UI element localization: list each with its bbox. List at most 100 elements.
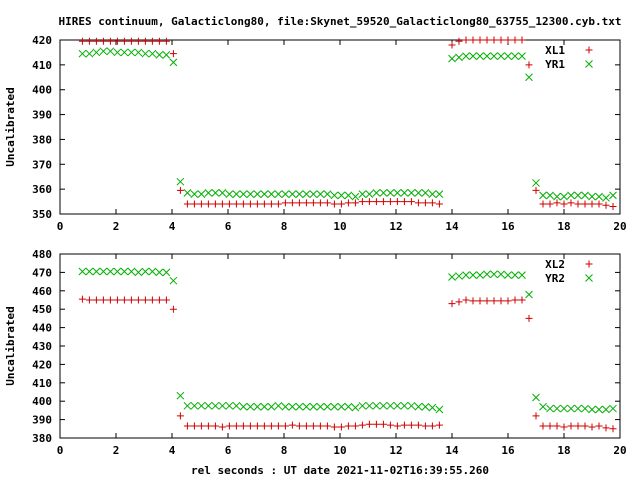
data-point	[190, 401, 199, 410]
data-point	[365, 420, 373, 428]
data-point	[407, 401, 416, 410]
data-point	[113, 48, 122, 57]
data-point	[581, 422, 589, 430]
data-point	[85, 296, 93, 304]
data-point	[78, 295, 86, 303]
data-point	[539, 191, 547, 200]
data-point	[532, 179, 540, 187]
data-point	[239, 200, 247, 208]
data-point	[155, 37, 163, 45]
x-tick-label: 18	[557, 444, 570, 457]
data-point	[400, 401, 409, 410]
data-point	[120, 296, 128, 304]
data-point	[281, 422, 289, 430]
data-point	[148, 267, 157, 276]
data-point	[99, 267, 108, 276]
data-point	[414, 189, 423, 197]
legend-marker	[585, 260, 593, 268]
y-tick-label: 440	[32, 322, 52, 335]
data-point	[393, 189, 402, 197]
data-point	[78, 267, 87, 276]
data-point	[609, 404, 617, 413]
data-point	[274, 200, 282, 208]
data-point	[421, 402, 430, 411]
data-point	[295, 190, 304, 198]
data-point	[567, 422, 575, 430]
data-point	[518, 296, 526, 304]
data-point	[225, 422, 233, 430]
data-point	[253, 402, 262, 411]
legend-marker	[585, 60, 593, 68]
data-point	[574, 422, 582, 430]
data-point	[581, 200, 589, 208]
data-point	[400, 421, 408, 429]
x-tick-label: 20	[613, 444, 626, 457]
data-point	[525, 73, 533, 82]
data-point	[511, 271, 519, 280]
y-tick-label: 450	[32, 303, 52, 316]
data-point	[106, 296, 114, 304]
data-point	[365, 401, 374, 410]
data-point	[162, 37, 170, 45]
data-point	[239, 422, 247, 430]
data-point	[253, 190, 262, 198]
data-point	[483, 297, 491, 305]
data-point	[546, 404, 554, 413]
data-point	[162, 268, 171, 277]
data-point	[267, 190, 276, 198]
data-point	[316, 422, 324, 430]
data-point	[393, 401, 402, 410]
data-point	[99, 296, 107, 304]
data-point	[344, 422, 352, 430]
data-point	[246, 402, 255, 411]
x-tick-label: 6	[225, 444, 232, 457]
data-point	[323, 190, 332, 198]
data-point	[225, 190, 234, 198]
data-point	[120, 48, 129, 57]
data-point	[407, 421, 415, 429]
y-tick-label: 360	[32, 183, 52, 196]
data-point	[372, 198, 380, 206]
data-point	[476, 297, 484, 305]
data-point	[148, 296, 156, 304]
data-point	[435, 421, 443, 429]
data-point	[372, 401, 381, 410]
data-point	[539, 402, 547, 411]
data-point	[532, 186, 540, 194]
data-point	[574, 404, 582, 413]
data-point	[218, 423, 226, 431]
data-point	[295, 402, 304, 411]
x-tick-label: 4	[169, 220, 176, 233]
data-point	[99, 37, 107, 45]
data-point	[204, 189, 213, 197]
data-point	[288, 402, 297, 411]
data-point	[337, 402, 346, 411]
data-point	[309, 190, 318, 198]
x-tick-label: 10	[333, 444, 346, 457]
data-point	[574, 200, 582, 208]
data-point	[162, 51, 171, 59]
data-point	[169, 58, 178, 67]
data-point	[595, 192, 603, 201]
data-point	[379, 401, 388, 410]
data-point	[85, 267, 94, 276]
data-point	[518, 36, 526, 44]
data-point	[183, 422, 191, 430]
series-yr1	[78, 47, 617, 202]
plot-frame	[59, 253, 621, 439]
legend-label: YR2	[545, 272, 565, 285]
data-point	[455, 53, 463, 62]
data-point	[309, 199, 317, 207]
data-point	[211, 401, 220, 410]
data-point	[246, 200, 254, 208]
data-point	[379, 420, 387, 428]
data-point	[602, 424, 610, 432]
x-tick-label: 0	[57, 220, 64, 233]
data-point	[120, 267, 129, 276]
data-point	[281, 190, 290, 198]
data-point	[330, 402, 339, 411]
data-point	[358, 190, 367, 198]
data-point	[155, 268, 164, 277]
data-point	[78, 49, 87, 58]
data-point	[218, 189, 227, 197]
